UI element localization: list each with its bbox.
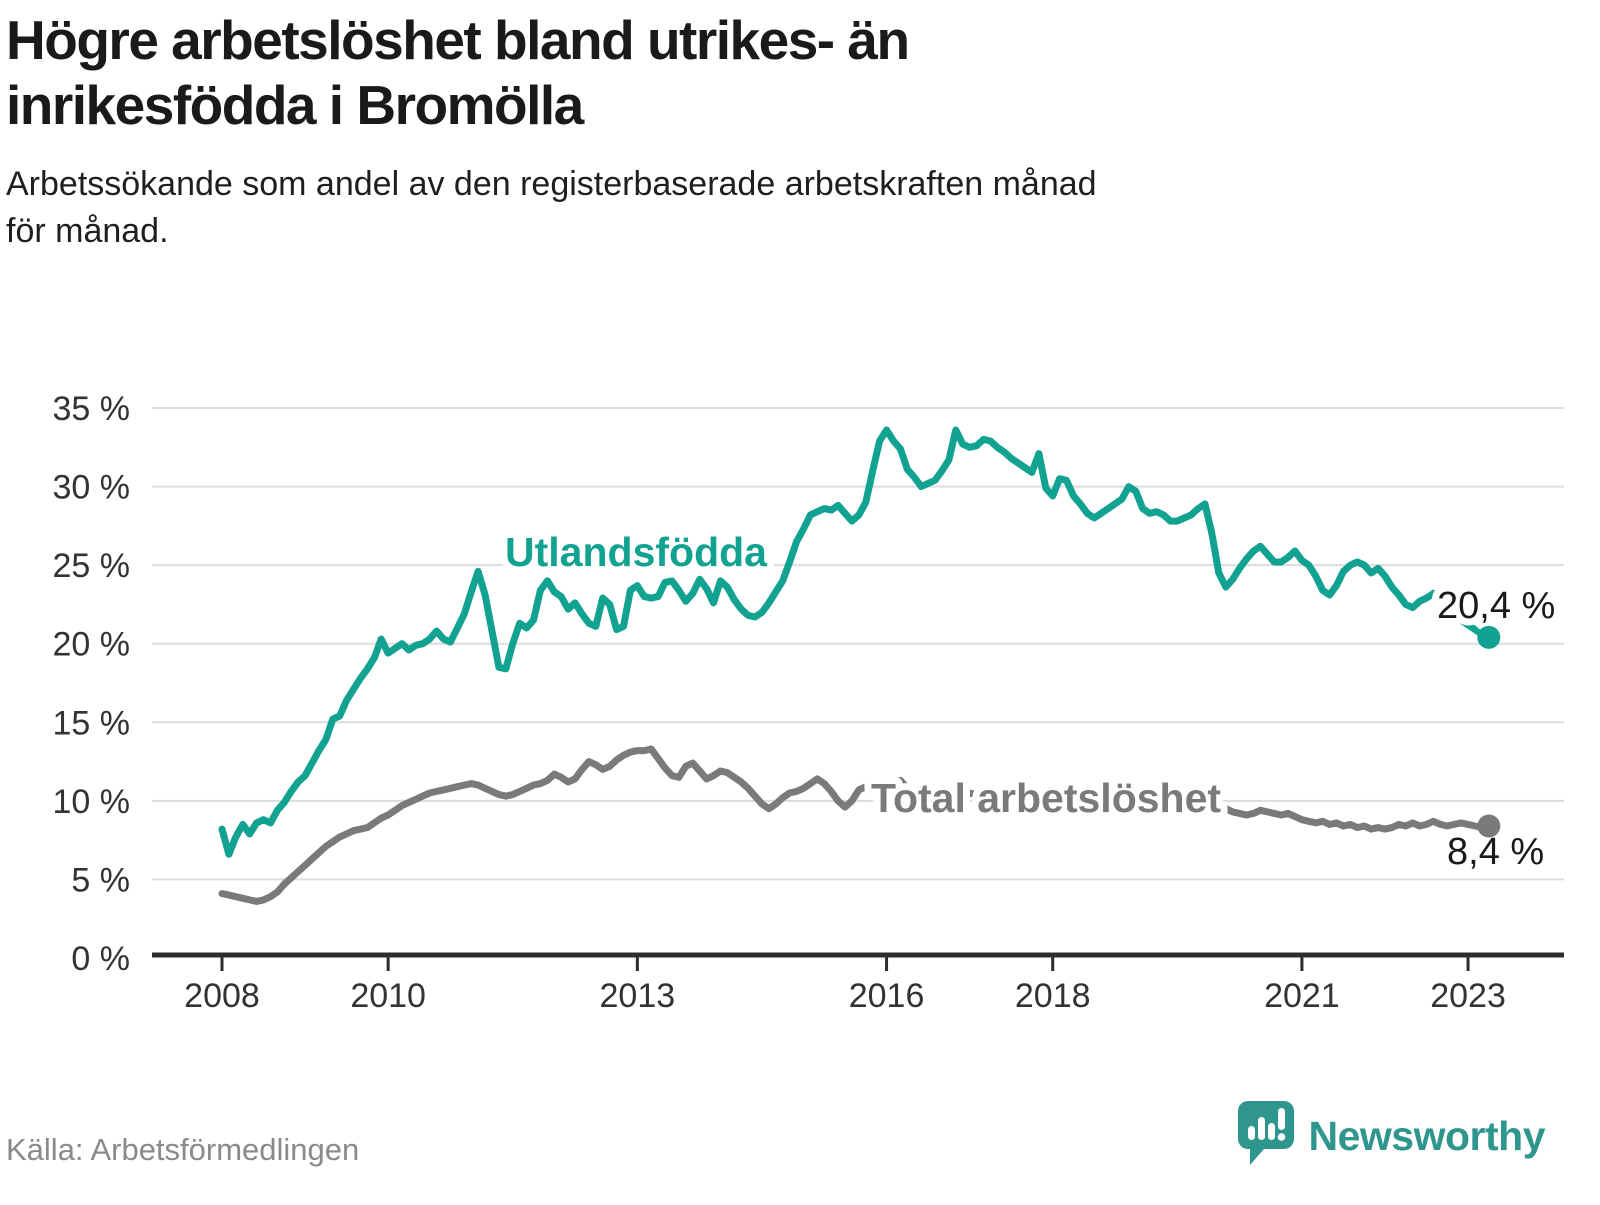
chart-header: Högre arbetslöshet bland utrikes- än inr… — [6, 8, 1566, 255]
logo-bar-2 — [1257, 1117, 1265, 1140]
x-tick-label-2023: 2023 — [1430, 977, 1506, 1015]
x-tick-label-2008: 2008 — [184, 977, 260, 1015]
logo-exclamation-bar — [1277, 1108, 1285, 1130]
y-tick-label-5: 5 % — [71, 861, 130, 899]
x-tick-label-2016: 2016 — [849, 977, 925, 1015]
logo-pin-shape — [1237, 1101, 1294, 1165]
y-tick-label-35: 35 % — [53, 390, 131, 428]
x-tick-label-2013: 2013 — [600, 977, 676, 1015]
y-tick-label-0: 0 % — [71, 940, 130, 978]
logo-exclamation-dot — [1277, 1133, 1285, 1141]
series-line-0 — [218, 426, 1493, 858]
end-dot-1 — [1477, 814, 1501, 838]
newsworthy-logo-icon — [1237, 1101, 1294, 1165]
y-tick-label-15: 15 % — [53, 704, 131, 742]
end-label-utlandsfodda: 20,4 % — [1437, 585, 1555, 627]
series-line-1 — [218, 745, 1493, 905]
newsworthy-brand: Newsworthy — [1237, 1100, 1546, 1172]
series-label-total-arbetsloshet: Total arbetslöshet — [871, 775, 1221, 821]
page-title: Högre arbetslöshet bland utrikes- än inr… — [6, 9, 910, 137]
logo-bar-3 — [1267, 1123, 1275, 1140]
page-subtitle: Arbetssökande som andel av den registerb… — [6, 164, 1097, 250]
x-tick-label-2010: 2010 — [350, 977, 426, 1015]
logo-bar-1 — [1247, 1126, 1255, 1140]
end-dot-0 — [1477, 625, 1501, 649]
y-tick-label-10: 10 % — [53, 783, 131, 821]
newsworthy-wordmark: Newsworthy — [1308, 1112, 1546, 1159]
end-label-total-arbetsloshet: 8,4 % — [1447, 831, 1544, 873]
y-tick-label-20: 20 % — [53, 626, 131, 664]
x-tick-label-2021: 2021 — [1264, 977, 1340, 1015]
series-label-utlandsfodda: Utlandsfödda — [505, 529, 768, 575]
y-tick-label-25: 25 % — [53, 547, 131, 585]
source-note: Källa: Arbetsförmedlingen — [6, 1132, 360, 1167]
x-tick-label-2018: 2018 — [1015, 977, 1091, 1015]
y-tick-label-30: 30 % — [53, 469, 131, 507]
